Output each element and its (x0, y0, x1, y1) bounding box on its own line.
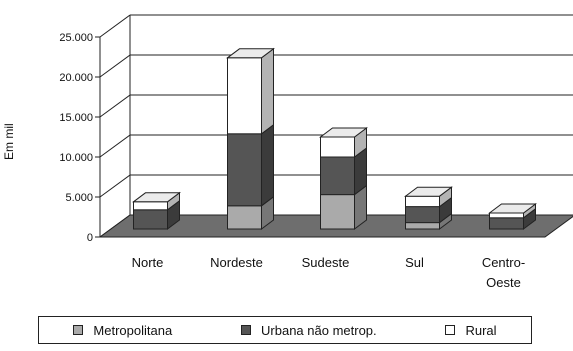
bar-top (226, 48, 275, 59)
bar-segment (320, 194, 355, 230)
x-tick-label: Norte (132, 255, 164, 270)
legend-label-rural: Rural (465, 322, 497, 338)
legend-swatch-urbana (241, 325, 252, 335)
chart-area: 0 5.000 10.000 15.000 20.000 25.000 Norte Norde… (2, 14, 573, 290)
bar-segment (133, 209, 168, 230)
x-tick-label: Nordeste (210, 255, 263, 270)
y-tick-label: 0 (87, 232, 93, 244)
legend-swatch-metropolitana (73, 325, 84, 335)
legend-label-metropolitana: Metropolitana (93, 322, 173, 338)
bar-segment (227, 133, 262, 207)
gridline-side (99, 94, 131, 118)
gridline-side (99, 134, 131, 158)
legend-label-urbana: Urbana não metrop. (261, 322, 377, 338)
legend: Metropolitana Urbana não metrop. Rural (38, 316, 532, 344)
x-tick-label: Sudeste (302, 255, 350, 270)
bar-top (488, 203, 537, 214)
x-tick-label: Centro- (482, 255, 525, 270)
stacked-bar-chart: 0 5.000 10.000 15.000 20.000 25.000 Norte Norde… (59, 14, 573, 290)
bar-segment (405, 222, 440, 230)
bar-segment (489, 217, 524, 230)
y-tick-label: 20.000 (59, 72, 93, 84)
bar-top (404, 186, 453, 197)
bar-segment (227, 57, 262, 135)
y-tick-label: 25.000 (59, 32, 93, 44)
gridline-side (99, 174, 131, 198)
legend-item-metropolitana: Metropolitana (73, 323, 172, 338)
gridline-side (99, 54, 131, 78)
legend-item-urbana: Urbana não metrop. (241, 323, 377, 338)
y-tick-label: 15.000 (59, 112, 93, 124)
bar-segment (133, 201, 168, 211)
bar-segment (405, 195, 440, 208)
bar-segment-side (261, 47, 274, 135)
bar-segment (489, 212, 524, 219)
y-tick-label: 5.000 (65, 192, 93, 204)
bar-segment (320, 136, 355, 158)
gridline-side (99, 14, 131, 38)
legend-item-rural: Rural (445, 322, 497, 338)
y-axis-label: Em mil (2, 123, 16, 161)
x-tick-label: Sul (405, 255, 424, 270)
y-tick-label: 10.000 (59, 152, 93, 164)
bar-segment (227, 205, 262, 230)
x-tick-label: Oeste (486, 275, 521, 290)
bar-segment (405, 206, 440, 224)
bar-segment (320, 156, 355, 196)
bar-top (319, 127, 368, 138)
bar-top (132, 192, 181, 203)
legend-swatch-rural (445, 325, 456, 335)
bar-segment-side (261, 123, 274, 207)
